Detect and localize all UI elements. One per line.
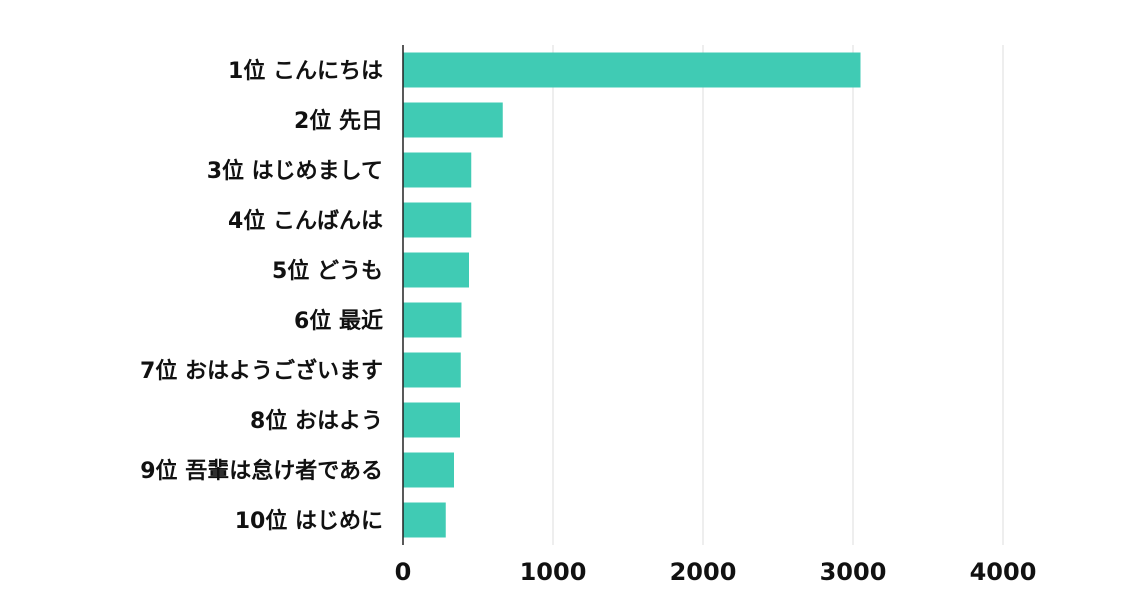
x-tick-label-3000: 3000 <box>820 558 887 586</box>
category-label-1: 1位 こんにちは <box>228 58 383 84</box>
category-label-4: 4位 こんばんは <box>228 208 383 234</box>
x-tick-label-0: 0 <box>395 558 412 586</box>
bar-7[interactable] <box>403 352 461 388</box>
category-label-3: 3位 はじめまして <box>207 158 383 184</box>
x-tick-label-1000: 1000 <box>520 558 587 586</box>
x-tick-labels: 0 1000 2000 3000 4000 <box>395 558 1037 586</box>
x-tick-label-2000: 2000 <box>670 558 737 586</box>
category-label-10: 10位 はじめに <box>235 508 383 534</box>
category-label-9: 9位 吾輩は怠け者である <box>140 458 383 484</box>
category-label-6: 6位 最近 <box>294 308 383 334</box>
bar-5[interactable] <box>403 252 469 288</box>
bar-2[interactable] <box>403 102 503 138</box>
bar-6[interactable] <box>403 302 462 338</box>
x-tick-label-4000: 4000 <box>970 558 1037 586</box>
category-label-7: 7位 おはようございます <box>140 358 383 384</box>
bar-10[interactable] <box>403 502 446 538</box>
category-label-2: 2位 先日 <box>294 108 383 134</box>
category-labels: 1位 こんにちは 2位 先日 3位 はじめまして 4位 こんばんは 5位 どうも 6位 最… <box>140 58 383 534</box>
bar-9[interactable] <box>403 452 454 488</box>
category-label-8: 8位 おはよう <box>250 408 383 434</box>
bar-8[interactable] <box>403 402 460 438</box>
bar-1[interactable] <box>403 52 861 88</box>
bar-4[interactable] <box>403 202 472 238</box>
category-label-5: 5位 どうも <box>272 258 383 284</box>
gridlines <box>552 45 1004 545</box>
bar-3[interactable] <box>403 152 472 188</box>
bars <box>403 52 861 538</box>
